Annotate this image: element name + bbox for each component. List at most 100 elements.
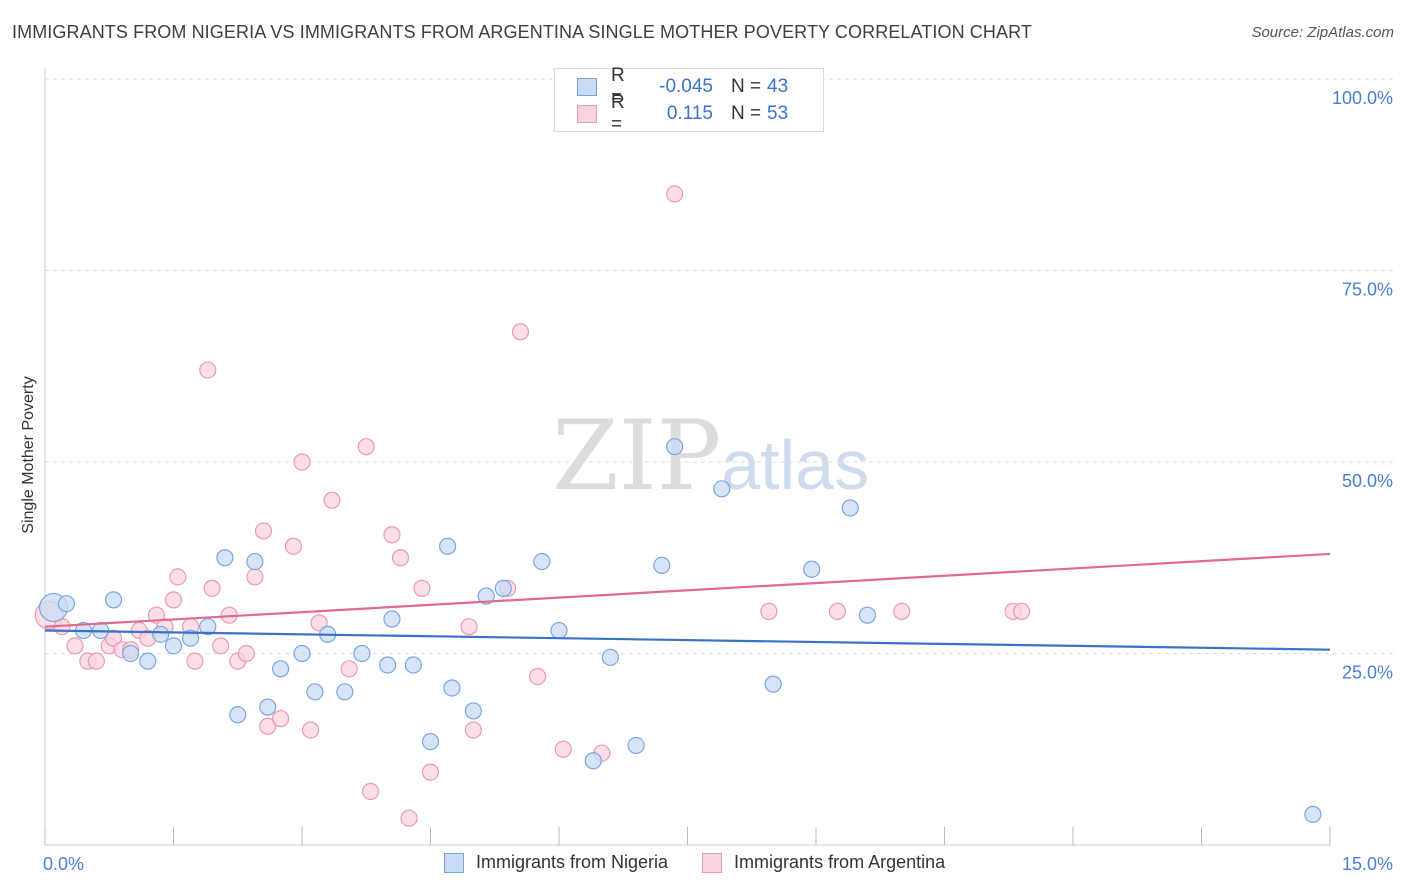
- nigeria-point: [199, 618, 217, 636]
- argentina-point: [383, 526, 401, 544]
- argentina-point: [203, 579, 221, 597]
- argentina-point: [511, 323, 530, 341]
- argentina-point: [464, 721, 482, 739]
- nigeria-point: [383, 610, 401, 628]
- nigeria-point: [152, 625, 170, 643]
- nigeria-point: [404, 656, 422, 674]
- nigeria-point: [104, 591, 123, 609]
- nigeria-point: [533, 552, 551, 571]
- argentina-legend-swatch: [702, 852, 723, 873]
- argentina-point: [237, 644, 255, 663]
- nigeria-point: [439, 537, 457, 555]
- argentina-swatch: [577, 105, 597, 123]
- correlation-legend: R = -0.045 N = 43 R = 0.115 N = 53: [554, 65, 824, 135]
- argentina-point: [361, 782, 380, 800]
- argentina-n-value: 53: [767, 103, 789, 124]
- nigeria-point: [306, 683, 324, 701]
- argentina-point: [460, 618, 478, 636]
- chart-title: IMMIGRANTS FROM NIGERIA VS IMMIGRANTS FR…: [12, 22, 1032, 42]
- nigeria-point: [182, 629, 200, 647]
- nigeria-r-value: -0.045: [659, 76, 713, 97]
- argentina-point: [760, 602, 778, 620]
- nigeria-legend-swatch: [444, 852, 464, 873]
- argentina-point: [104, 629, 123, 647]
- nigeria-point: [764, 675, 782, 693]
- nigeria-point: [421, 732, 440, 751]
- argentina-point: [323, 491, 341, 509]
- argentina-point: [1012, 602, 1031, 620]
- watermark-zip: ZIP: [552, 400, 722, 512]
- argentina-point: [400, 809, 418, 827]
- nigeria-point: [379, 656, 397, 674]
- nigeria-point: [803, 560, 821, 578]
- legend-item-argentina[interactable]: Immigrants from Argentina: [702, 852, 945, 873]
- nigeria-n-value: 43: [767, 76, 789, 97]
- legend-item-nigeria[interactable]: Immigrants from Nigeria: [444, 852, 668, 873]
- argentina-point: [413, 579, 431, 597]
- argentina-point: [246, 568, 264, 586]
- y-tick-label-50: 50.0%: [1342, 471, 1393, 491]
- nigeria-legend-label: Immigrants from Nigeria: [476, 852, 669, 872]
- argentina-point: [340, 660, 358, 678]
- nigeria-point: [271, 660, 290, 678]
- argentina-r-value: 0.115: [666, 103, 713, 124]
- nigeria-r-label: R =: [611, 65, 625, 108]
- x-tick-label-min: 0.0%: [43, 854, 84, 874]
- nigeria-point: [336, 683, 354, 701]
- nigeria-point: [229, 706, 247, 724]
- argentina-r-label: R =: [611, 92, 625, 135]
- argentina-point: [254, 522, 273, 540]
- nigeria-point: [1304, 805, 1322, 823]
- x-tick-label-max: 15.0%: [1342, 854, 1393, 874]
- argentina-point: [271, 710, 290, 728]
- nigeria-point: [293, 644, 311, 663]
- nigeria-n-label: N =: [731, 76, 762, 97]
- series-legend: Immigrants from Nigeria Immigrants from …: [444, 852, 979, 873]
- argentina-point: [66, 637, 84, 655]
- nigeria-point: [584, 752, 602, 770]
- argentina-point: [554, 740, 572, 758]
- nigeria-point: [139, 652, 157, 670]
- nigeria-point: [259, 698, 277, 716]
- nigeria-point: [122, 644, 140, 663]
- nigeria-point: [627, 736, 645, 755]
- argentina-point: [186, 652, 204, 670]
- y-tick-label-75: 75.0%: [1342, 280, 1393, 300]
- argentina-point: [893, 602, 911, 620]
- argentina-point: [421, 763, 440, 781]
- nigeria-point: [713, 480, 731, 498]
- legend-row-argentina: R = 0.115 N = 53: [577, 92, 789, 135]
- argentina-point: [301, 721, 320, 739]
- nigeria-point: [494, 579, 512, 597]
- argentina-trend-line: [44, 552, 1331, 628]
- nigeria-point: [653, 556, 671, 575]
- watermark: ZIPatlas: [552, 400, 869, 512]
- y-tick-label-100: 100.0%: [1332, 88, 1393, 108]
- nigeria-point: [216, 549, 234, 567]
- argentina-point: [212, 637, 230, 655]
- argentina-point: [293, 453, 311, 471]
- argentina-point: [87, 652, 106, 670]
- argentina-point: [357, 438, 375, 456]
- argentina-point: [310, 614, 328, 632]
- argentina-point: [666, 185, 684, 203]
- nigeria-swatch: [577, 78, 597, 96]
- nigeria-point: [443, 679, 461, 697]
- nigeria-point: [841, 499, 859, 517]
- nigeria-point: [57, 595, 76, 613]
- argentina-point: [169, 568, 187, 586]
- nigeria-point: [601, 648, 620, 666]
- argentina-point: [528, 667, 547, 686]
- nigeria-point: [353, 644, 371, 663]
- legend-row-nigeria: R = -0.045 N = 43: [577, 65, 789, 108]
- nigeria-point: [550, 621, 568, 640]
- argentina-n-label: N =: [731, 103, 762, 124]
- nigeria-point: [164, 637, 183, 655]
- argentina-point: [391, 549, 410, 567]
- argentina-legend-label: Immigrants from Argentina: [734, 852, 946, 872]
- argentina-point: [164, 591, 183, 609]
- argentina-point: [284, 537, 303, 555]
- argentina-point: [199, 361, 217, 379]
- y-tick-label-25: 25.0%: [1342, 663, 1393, 683]
